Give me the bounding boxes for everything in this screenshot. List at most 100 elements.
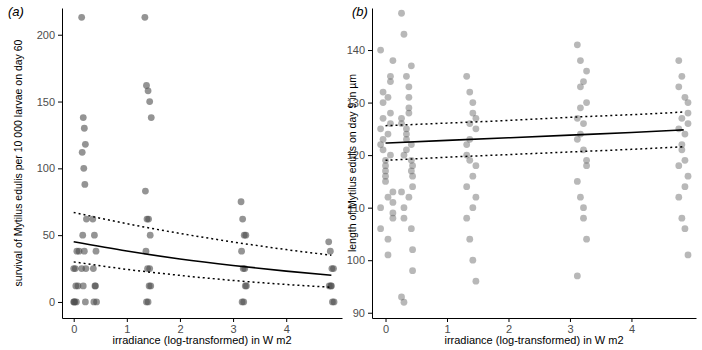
point <box>675 162 682 169</box>
point <box>79 232 86 239</box>
y-tick-mark <box>58 102 62 103</box>
point <box>146 98 153 105</box>
x-tick-label: 1 <box>124 323 130 335</box>
point <box>675 194 682 201</box>
point <box>390 199 397 206</box>
y-tick: 100 <box>347 254 372 266</box>
point <box>82 141 89 148</box>
point <box>466 236 473 243</box>
y-tick-mark <box>368 155 372 156</box>
y-tick: 140 <box>347 44 372 56</box>
point <box>377 47 384 54</box>
point <box>473 278 480 285</box>
points <box>377 10 691 306</box>
point <box>72 265 79 272</box>
panel: 01234050100150200(a)irradiance (log-tran… <box>8 4 343 346</box>
point <box>473 194 480 201</box>
point <box>380 115 387 122</box>
y-axis-title: length of Mytilus edulis on day 9 in µm <box>346 74 358 252</box>
point <box>385 236 392 243</box>
point <box>469 173 476 180</box>
point <box>82 299 89 306</box>
point <box>401 152 408 159</box>
point <box>380 99 387 106</box>
point <box>405 83 412 90</box>
point <box>577 104 584 111</box>
point <box>78 265 85 272</box>
point <box>387 152 394 159</box>
point <box>580 120 587 127</box>
x-axis: 01234 <box>63 318 343 335</box>
point <box>473 162 480 169</box>
x-tick: 4 <box>629 318 635 335</box>
point <box>145 299 152 306</box>
confidence-line <box>74 212 332 255</box>
point <box>380 136 387 143</box>
y-tick: 200 <box>37 29 62 41</box>
point <box>377 204 384 211</box>
point <box>146 265 153 272</box>
y-tick-label: 100 <box>347 254 365 266</box>
figure: 01234050100150200(a)irradiance (log-tran… <box>0 0 702 350</box>
y-axis-title: survival of Mytilus edulis per 10 000 la… <box>12 39 24 286</box>
point <box>328 283 335 290</box>
y-tick-mark <box>58 235 62 236</box>
confidence-line <box>386 147 684 161</box>
point <box>463 215 470 222</box>
point <box>387 78 394 85</box>
point <box>469 204 476 211</box>
point <box>147 232 154 239</box>
point <box>80 114 87 121</box>
x-tick: 3 <box>567 318 573 335</box>
point <box>238 248 245 255</box>
y-tick-mark <box>58 302 62 303</box>
x-tick: 1 <box>444 318 450 335</box>
fit-line <box>74 242 332 275</box>
point <box>390 57 397 64</box>
y-axis: 050100150200 <box>37 9 63 319</box>
y-tick: 0 <box>49 296 62 308</box>
point <box>675 57 682 64</box>
x-tick-label: 4 <box>284 323 290 335</box>
plot-area <box>70 14 337 305</box>
point <box>90 299 97 306</box>
point <box>401 31 408 38</box>
y-axis: 90100110120130140 <box>347 9 373 319</box>
point <box>380 146 387 153</box>
point <box>385 194 392 201</box>
point <box>583 99 590 106</box>
point <box>408 225 415 232</box>
point <box>469 99 476 106</box>
x-tick: 3 <box>231 318 237 335</box>
point <box>90 265 97 272</box>
point <box>682 157 689 164</box>
point <box>148 114 155 121</box>
y-tick: 90 <box>353 307 372 319</box>
point <box>147 283 154 290</box>
point <box>403 73 410 80</box>
y-tick-mark <box>368 313 372 314</box>
point <box>390 188 397 195</box>
point <box>142 188 149 195</box>
y-tick-label: 150 <box>37 96 55 108</box>
points <box>70 14 337 305</box>
point <box>583 68 590 75</box>
point <box>409 246 416 253</box>
point <box>83 216 90 223</box>
point <box>574 136 581 143</box>
x-tick: 2 <box>177 318 183 335</box>
point <box>409 267 416 274</box>
y-axis-line <box>372 9 373 319</box>
point <box>574 178 581 185</box>
point <box>463 73 470 80</box>
point <box>71 299 78 306</box>
point <box>377 225 384 232</box>
point <box>380 89 387 96</box>
x-tick-label: 0 <box>383 323 389 335</box>
point <box>401 299 408 306</box>
point <box>682 183 689 190</box>
x-tick-mark <box>286 318 287 322</box>
x-tick: 1 <box>124 318 130 335</box>
x-tick-mark <box>127 318 128 322</box>
x-tick-label: 4 <box>629 323 635 335</box>
